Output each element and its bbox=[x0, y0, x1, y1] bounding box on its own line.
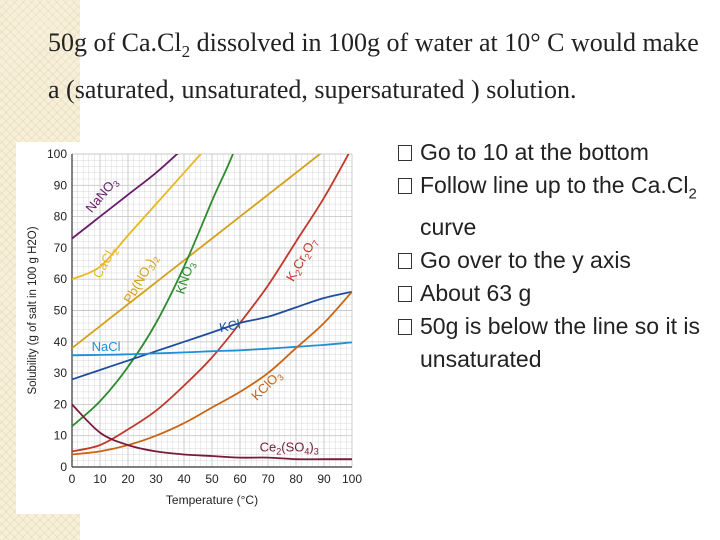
y-tick-label: 80 bbox=[54, 210, 68, 224]
series-line bbox=[72, 341, 352, 357]
series-label: KCl bbox=[218, 316, 242, 335]
y-tick-label: 0 bbox=[60, 460, 67, 474]
x-tick-label: 0 bbox=[69, 472, 76, 486]
series-label-subscript: 2 bbox=[276, 446, 281, 456]
bullet-text-tail: curve bbox=[420, 213, 477, 240]
series-label-subscript: 3 bbox=[146, 263, 157, 272]
series-label-text: KNO bbox=[173, 264, 196, 295]
series-label-text: Ce bbox=[260, 439, 277, 454]
series-label-subscript: 3 bbox=[314, 446, 319, 456]
x-axis-title: Temperature (°C) bbox=[166, 493, 258, 507]
bullet-text: 50g is below the line so it is unsaturat… bbox=[420, 312, 700, 372]
bullet-box-icon bbox=[398, 252, 412, 269]
bullet-item: About 63 g bbox=[398, 277, 718, 310]
series-label: K2Cr2O7 bbox=[283, 235, 322, 285]
series-label: Ce2(SO4)3 bbox=[260, 439, 319, 456]
x-tick-label: 90 bbox=[317, 472, 331, 486]
series-label-subscript: 7 bbox=[310, 239, 321, 248]
bullet-box-icon bbox=[398, 145, 412, 161]
series-label-text: (SO bbox=[281, 439, 304, 454]
series-label-subscript: 3 bbox=[111, 179, 122, 189]
series-label-subscript: 4 bbox=[304, 446, 309, 456]
series-line bbox=[72, 290, 352, 381]
bullet-box-icon bbox=[398, 285, 412, 302]
series-line bbox=[72, 154, 203, 281]
series-label-subscript: 3 bbox=[275, 372, 286, 383]
x-tick-label: 50 bbox=[205, 472, 219, 486]
series-label-text: Pb(NO bbox=[120, 264, 153, 306]
bullet-item: Follow line up to the Ca.Cl2 curve bbox=[398, 169, 718, 244]
y-tick-label: 20 bbox=[54, 397, 68, 411]
bullet-box-icon bbox=[398, 318, 412, 335]
series-label-text: KCl bbox=[218, 316, 242, 335]
series-line bbox=[72, 154, 234, 427]
series-label: NaCl bbox=[92, 339, 121, 354]
question-title: 50g of Ca.Cl2 dissolved in 100g of water… bbox=[48, 24, 708, 109]
y-axis-title: Solubility (g of salt in 100 g H2O) bbox=[27, 226, 39, 394]
series-label-text: ) bbox=[143, 256, 158, 267]
series-line bbox=[72, 154, 350, 453]
series-group bbox=[72, 154, 352, 461]
x-tick-label: 10 bbox=[93, 472, 107, 486]
series-line bbox=[72, 154, 179, 240]
bullet-item: Go over to the y axis bbox=[398, 244, 718, 277]
bullet-text: Follow line up to the Ca.Cl bbox=[420, 172, 689, 198]
series-label-subscript: 2 bbox=[110, 247, 121, 256]
series-label-subscript: 3 bbox=[188, 262, 199, 270]
series-label-subscript: 2 bbox=[303, 252, 314, 261]
bullet-box-icon bbox=[398, 178, 412, 194]
y-tick-label: 90 bbox=[54, 178, 68, 192]
bullet-item: Go to 10 at the bottom bbox=[398, 136, 718, 169]
y-tick-label: 30 bbox=[54, 366, 68, 380]
x-tick-label: 70 bbox=[261, 472, 275, 486]
y-tick-label: 100 bbox=[47, 147, 67, 161]
y-tick-label: 10 bbox=[54, 429, 68, 443]
explanation-list: Go to 10 at the bottom Follow line up to… bbox=[398, 136, 718, 376]
series-label-subscript: 2 bbox=[293, 268, 304, 277]
series-line bbox=[72, 403, 352, 461]
x-tick-label: 20 bbox=[121, 472, 135, 486]
bullet-text: About 63 g bbox=[420, 279, 532, 306]
bullet-text: Go over to the y axis bbox=[420, 246, 631, 273]
title-subscript: 2 bbox=[181, 42, 191, 62]
bullet-item: 50g is below the line so it is unsaturat… bbox=[398, 310, 718, 376]
x-tick-label: 80 bbox=[289, 472, 303, 486]
series-label-text: ) bbox=[309, 439, 313, 454]
x-tick-label: 60 bbox=[233, 472, 247, 486]
series-line bbox=[72, 154, 322, 349]
x-tick-label: 30 bbox=[149, 472, 163, 486]
x-tick-label: 100 bbox=[342, 472, 362, 486]
y-tick-label: 40 bbox=[54, 335, 68, 349]
x-tick-label: 40 bbox=[177, 472, 191, 486]
bullet-text: Go to 10 at the bottom bbox=[420, 139, 649, 165]
title-text-part1: 50g of Ca.Cl bbox=[48, 28, 182, 57]
series-label-subscript: 2 bbox=[151, 255, 162, 264]
y-tick-label: 70 bbox=[54, 241, 68, 255]
y-tick-label: 50 bbox=[54, 304, 68, 318]
bullet-subscript: 2 bbox=[688, 185, 697, 203]
series-label-text: NaCl bbox=[92, 339, 121, 354]
series-line bbox=[72, 291, 352, 456]
solubility-chart-panel: 0 10 20 30 40 50 60 70 80 90 100 0 10 20 30 40 50 60 70 80 9… bbox=[16, 142, 372, 514]
y-tick-label: 60 bbox=[54, 272, 68, 286]
solubility-chart: 0 10 20 30 40 50 60 70 80 90 100 0 10 20 30 40 50 60 70 80 9… bbox=[27, 147, 362, 507]
title-text-part2: dissolved in 100g of water at 10° C woul… bbox=[48, 28, 699, 105]
